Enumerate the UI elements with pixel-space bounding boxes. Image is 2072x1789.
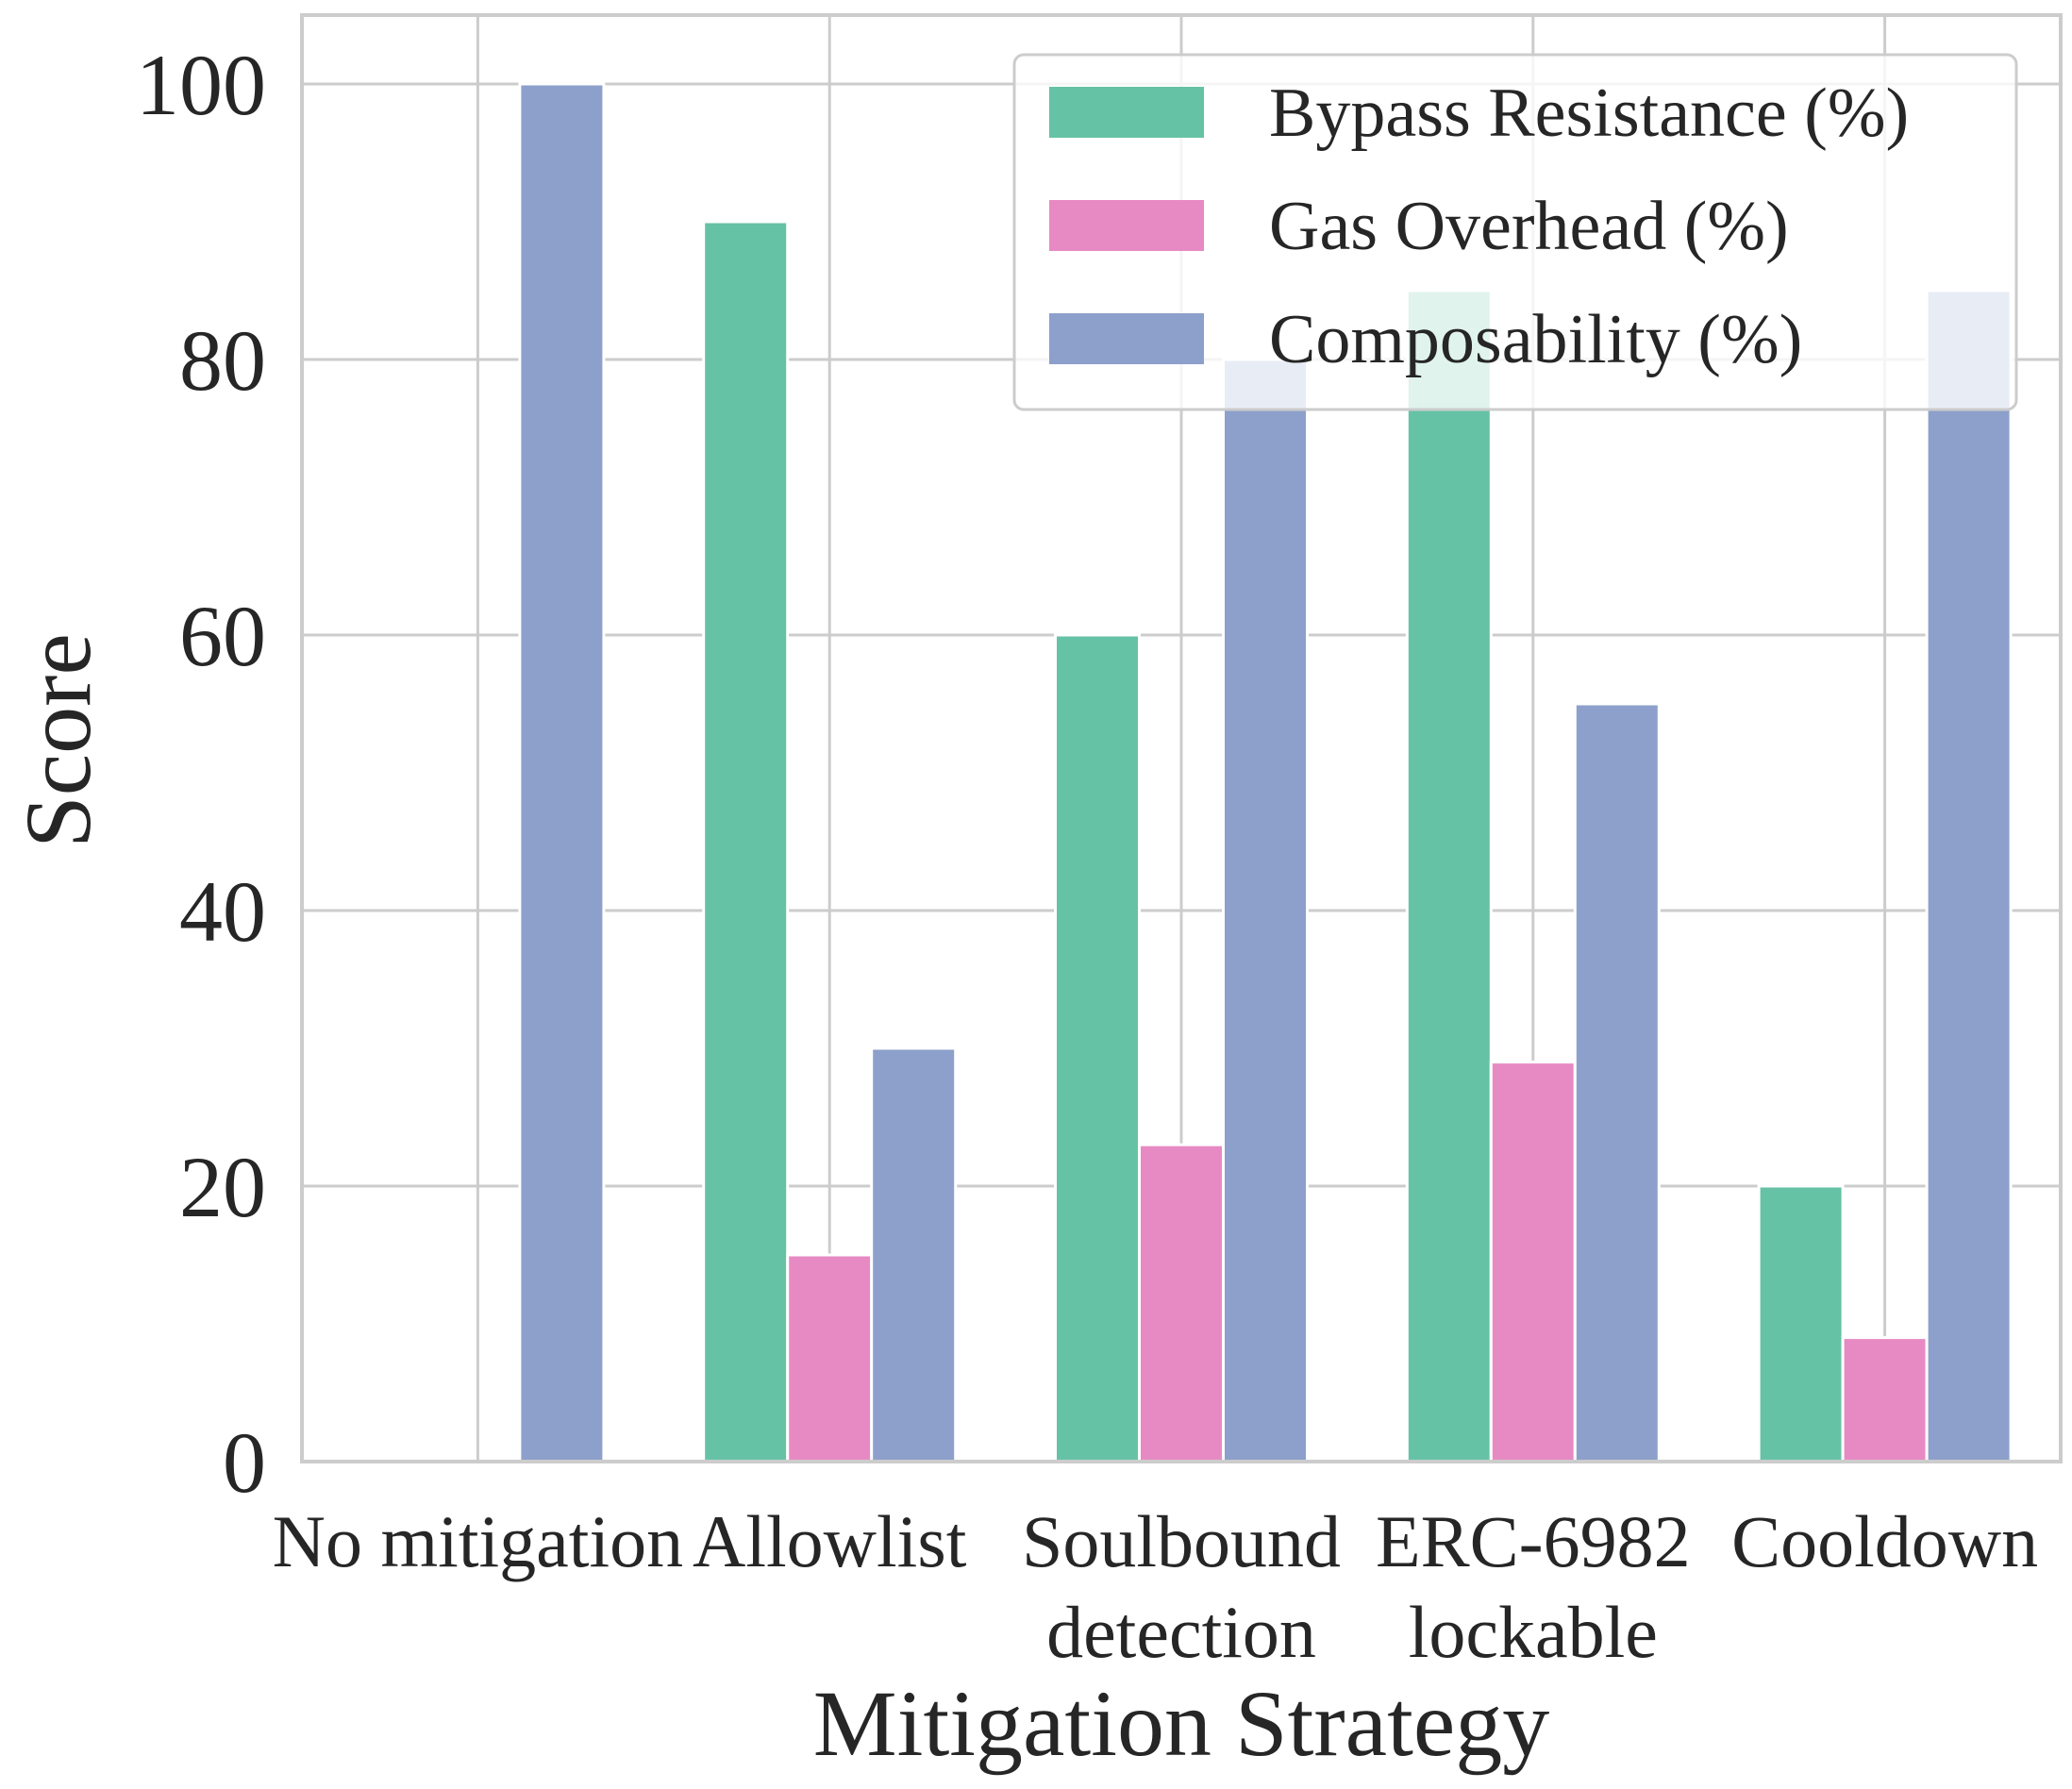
x-axis-label: Mitigation Strategy <box>813 1671 1549 1776</box>
legend: Bypass Resistance (%) Gas Overhead (%) Com… <box>1012 53 2018 411</box>
bar-composability-4 <box>1925 289 2013 1463</box>
legend-label: Composability (%) <box>1269 301 1802 378</box>
x-category-label: lockable <box>1409 1591 1658 1673</box>
legend-swatch <box>1049 87 1204 138</box>
legend-label: Bypass Resistance (%) <box>1269 75 1909 152</box>
y-tick-label: 60 <box>179 588 266 684</box>
y-tick-label: 80 <box>179 312 266 409</box>
bar-bypass-resistance-4 <box>1757 1184 1845 1463</box>
x-category-label: Soulbound <box>1022 1500 1341 1582</box>
x-category-label: No mitigation <box>273 1500 683 1582</box>
y-tick-label: 40 <box>179 863 266 960</box>
bar-gas-overhead-2 <box>1138 1143 1225 1463</box>
bar-gas-overhead-1 <box>786 1253 874 1463</box>
bar-layer <box>518 82 2013 1463</box>
bar-bypass-resistance-2 <box>1054 633 1141 1463</box>
y-axis-label: Score <box>6 633 110 848</box>
bar-composability-1 <box>870 1046 958 1463</box>
bar-composability-2 <box>1222 358 1309 1463</box>
y-tick-labels: 0 20 40 60 80 100 <box>136 37 266 1511</box>
legend-box <box>1012 53 2018 411</box>
x-category-labels: No mitigation Allowlist Soulbound detection… <box>273 1500 2038 1673</box>
x-category-label: Cooldown <box>1731 1500 2038 1582</box>
legend-swatch <box>1049 200 1204 251</box>
bar-bypass-resistance-1 <box>702 220 790 1463</box>
bar-composability-3 <box>1573 702 1661 1463</box>
plot-frame <box>300 13 2063 1463</box>
y-tick-label: 0 <box>223 1414 266 1511</box>
x-category-label: Allowlist <box>693 1500 967 1582</box>
y-tick-label: 20 <box>179 1139 266 1235</box>
bar-gas-overhead-3 <box>1489 1061 1577 1463</box>
bar-bypass-resistance-3 <box>1405 289 1493 1463</box>
x-category-label: detection <box>1046 1591 1316 1673</box>
legend-label: Gas Overhead (%) <box>1269 188 1789 265</box>
bar-composability-0 <box>518 82 606 1463</box>
y-tick-label: 100 <box>136 37 266 133</box>
x-category-label: ERC-6982 <box>1376 1500 1691 1582</box>
bar-gas-overhead-4 <box>1841 1336 1929 1463</box>
legend-swatch <box>1049 313 1204 364</box>
